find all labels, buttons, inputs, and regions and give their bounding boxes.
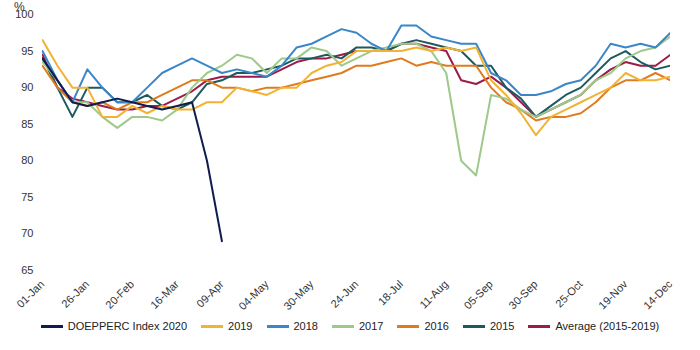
svg-text:20-Feb: 20-Feb [103,278,136,311]
svg-text:25-Oct: 25-Oct [553,278,585,310]
svg-text:01-Jan: 01-Jan [14,278,46,310]
svg-text:24-Jun: 24-Jun [328,278,360,310]
svg-text:30-May: 30-May [281,277,316,312]
html-text:2016: 2016 [424,320,449,332]
svg-text:80: 80 [21,154,33,166]
svg-text:05-Sep: 05-Sep [461,278,495,312]
svg-text:19-Nov: 19-Nov [596,277,630,311]
svg-text:30-Sep: 30-Sep [506,278,540,312]
svg-text:65: 65 [21,264,33,276]
svg-text:09-Apr: 09-Apr [194,278,226,310]
html-text:2019: 2019 [228,320,253,332]
svg-text:85: 85 [21,118,33,130]
html-text:2017: 2017 [359,320,384,332]
html-text:2018: 2018 [293,320,318,332]
svg-text:90: 90 [21,81,33,93]
svg-text:04-May: 04-May [236,277,271,312]
svg-text:26-Jan: 26-Jan [59,278,91,310]
svg-text:70: 70 [21,227,33,239]
svg-text:11-Aug: 11-Aug [417,278,450,311]
svg-text:100: 100 [15,8,33,20]
html-text:DOEPPERC Index 2020: DOEPPERC Index 2020 [67,320,187,332]
svg-text:95: 95 [21,45,33,57]
svg-text:18-Jul: 18-Jul [376,278,406,308]
html-text:2015: 2015 [490,320,515,332]
html-text:Average (2015-2019): Average (2015-2019) [555,320,660,332]
svg-text:75: 75 [21,191,33,203]
svg-text:16-Mar: 16-Mar [148,278,181,311]
svg-text:14-Dec: 14-Dec [641,277,675,311]
